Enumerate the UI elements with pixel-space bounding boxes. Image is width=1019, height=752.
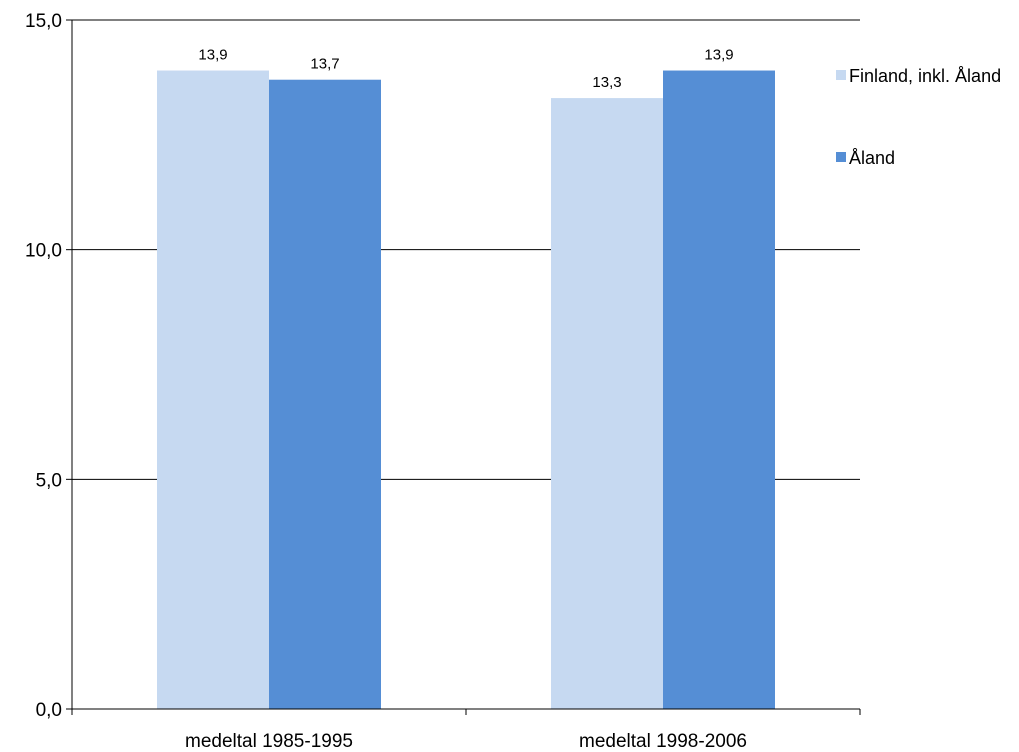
axes: [66, 19, 861, 715]
y-tick-label: 10,0: [25, 241, 62, 262]
legend-swatch: [836, 152, 846, 162]
bar: [269, 79, 381, 710]
legend-label: Åland: [849, 148, 895, 168]
bar: [551, 98, 663, 709]
bar: [663, 70, 775, 709]
data-label: 13,9: [198, 47, 227, 64]
legend: Finland, inkl. Åland Åland: [836, 66, 1001, 168]
x-category-label: medeltal 1998-2006: [579, 731, 747, 752]
bar: [157, 70, 269, 709]
x-category-label: medeltal 1985-1995: [185, 731, 353, 752]
labels: 0,0 5,0 10,0 15,0 13,9 13,7 medeltal 1985-1995…: [25, 11, 747, 752]
data-label: 13,9: [704, 47, 733, 64]
data-label: 13,7: [310, 56, 339, 73]
legend-swatch: [836, 70, 846, 80]
y-tick-label: 15,0: [25, 11, 62, 32]
bars: [157, 70, 775, 710]
data-label: 13,3: [592, 74, 621, 91]
y-tick-label: 5,0: [36, 470, 62, 491]
legend-label: Finland, inkl. Åland: [849, 66, 1001, 86]
y-tick-label: 0,0: [36, 700, 62, 721]
